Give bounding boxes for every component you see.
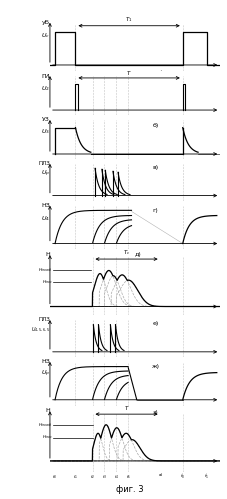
Text: НЗ: НЗ xyxy=(41,359,50,364)
Text: $U_p$: $U_p$ xyxy=(41,369,50,380)
Text: $t_0$: $t_0$ xyxy=(52,70,58,78)
Text: з): з) xyxy=(153,410,158,415)
Text: $t_5$: $t_5$ xyxy=(126,316,131,324)
Text: $H_{пос}$: $H_{пос}$ xyxy=(42,278,52,286)
Text: $t_1'$: $t_1'$ xyxy=(204,70,209,78)
Text: $U_p$: $U_p$ xyxy=(41,169,50,179)
Text: е): е) xyxy=(152,321,159,326)
Text: $T$: $T$ xyxy=(126,69,132,77)
Text: $t_3$: $t_3$ xyxy=(102,70,107,78)
Text: $t_2$: $t_2$ xyxy=(90,70,95,78)
Text: ПЛЗ: ПЛЗ xyxy=(38,161,50,166)
Text: $H_{пособ}$: $H_{пособ}$ xyxy=(38,421,52,429)
Text: а): а) xyxy=(158,316,163,320)
Text: г): г) xyxy=(153,208,158,213)
Text: $U_4$: $U_4$ xyxy=(41,214,50,223)
Text: $T$: $T$ xyxy=(124,405,129,413)
Text: НЗ: НЗ xyxy=(41,203,50,208)
Text: $T_1$: $T_1$ xyxy=(125,15,133,24)
Text: $U_3$: $U_3$ xyxy=(41,128,50,136)
Text: $t_0$: $t_0$ xyxy=(52,473,58,481)
Text: ГИ: ГИ xyxy=(41,73,50,78)
Text: $t_0$: $t_0$ xyxy=(52,316,58,324)
Text: $t_0'$: $t_0'$ xyxy=(180,316,185,324)
Text: $H_{пос}$: $H_{пос}$ xyxy=(42,434,52,441)
Text: УЗ: УЗ xyxy=(42,117,50,122)
Text: $t_4$: $t_4$ xyxy=(114,316,119,324)
Text: б): б) xyxy=(152,123,159,128)
Text: $t_1$: $t_1$ xyxy=(73,473,78,481)
Text: а): а) xyxy=(158,70,163,74)
Text: $t_0'$: $t_0'$ xyxy=(180,473,185,482)
Text: Н: Н xyxy=(45,408,50,413)
Text: $t_4$: $t_4$ xyxy=(114,473,119,481)
Text: уБ: уБ xyxy=(42,20,50,25)
Text: фиг. 3: фиг. 3 xyxy=(116,485,143,494)
Text: $t_5$: $t_5$ xyxy=(126,473,131,481)
Text: $t_4$: $t_4$ xyxy=(114,70,119,78)
Text: $U_2$: $U_2$ xyxy=(41,84,50,92)
Text: $U_c$: $U_c$ xyxy=(41,31,50,40)
Text: Н: Н xyxy=(45,251,50,256)
Text: $t_2$: $t_2$ xyxy=(90,316,95,324)
Text: $t_5$: $t_5$ xyxy=(126,70,131,78)
Text: $t_1'$: $t_1'$ xyxy=(204,316,209,324)
Text: $t_2$: $t_2$ xyxy=(90,473,95,481)
Text: $t_1'$: $t_1'$ xyxy=(204,473,209,482)
Text: ПЛЗ: ПЛЗ xyxy=(38,317,50,322)
Text: $t_1$: $t_1$ xyxy=(73,316,78,324)
Text: в): в) xyxy=(153,165,158,170)
Text: ж): ж) xyxy=(151,364,160,369)
Text: $U_{4,5,6,5}$: $U_{4,5,6,5}$ xyxy=(31,326,50,334)
Text: а): а) xyxy=(158,473,163,477)
Text: $H_{пособ}$: $H_{пособ}$ xyxy=(38,266,52,274)
Text: д): д) xyxy=(135,252,142,257)
Text: $t_1$: $t_1$ xyxy=(73,70,78,78)
Text: $t_3$: $t_3$ xyxy=(102,316,107,324)
Text: $t_0'$: $t_0'$ xyxy=(180,70,185,78)
Text: $t_3$: $t_3$ xyxy=(102,473,107,481)
Text: $T_c$: $T_c$ xyxy=(123,249,130,257)
